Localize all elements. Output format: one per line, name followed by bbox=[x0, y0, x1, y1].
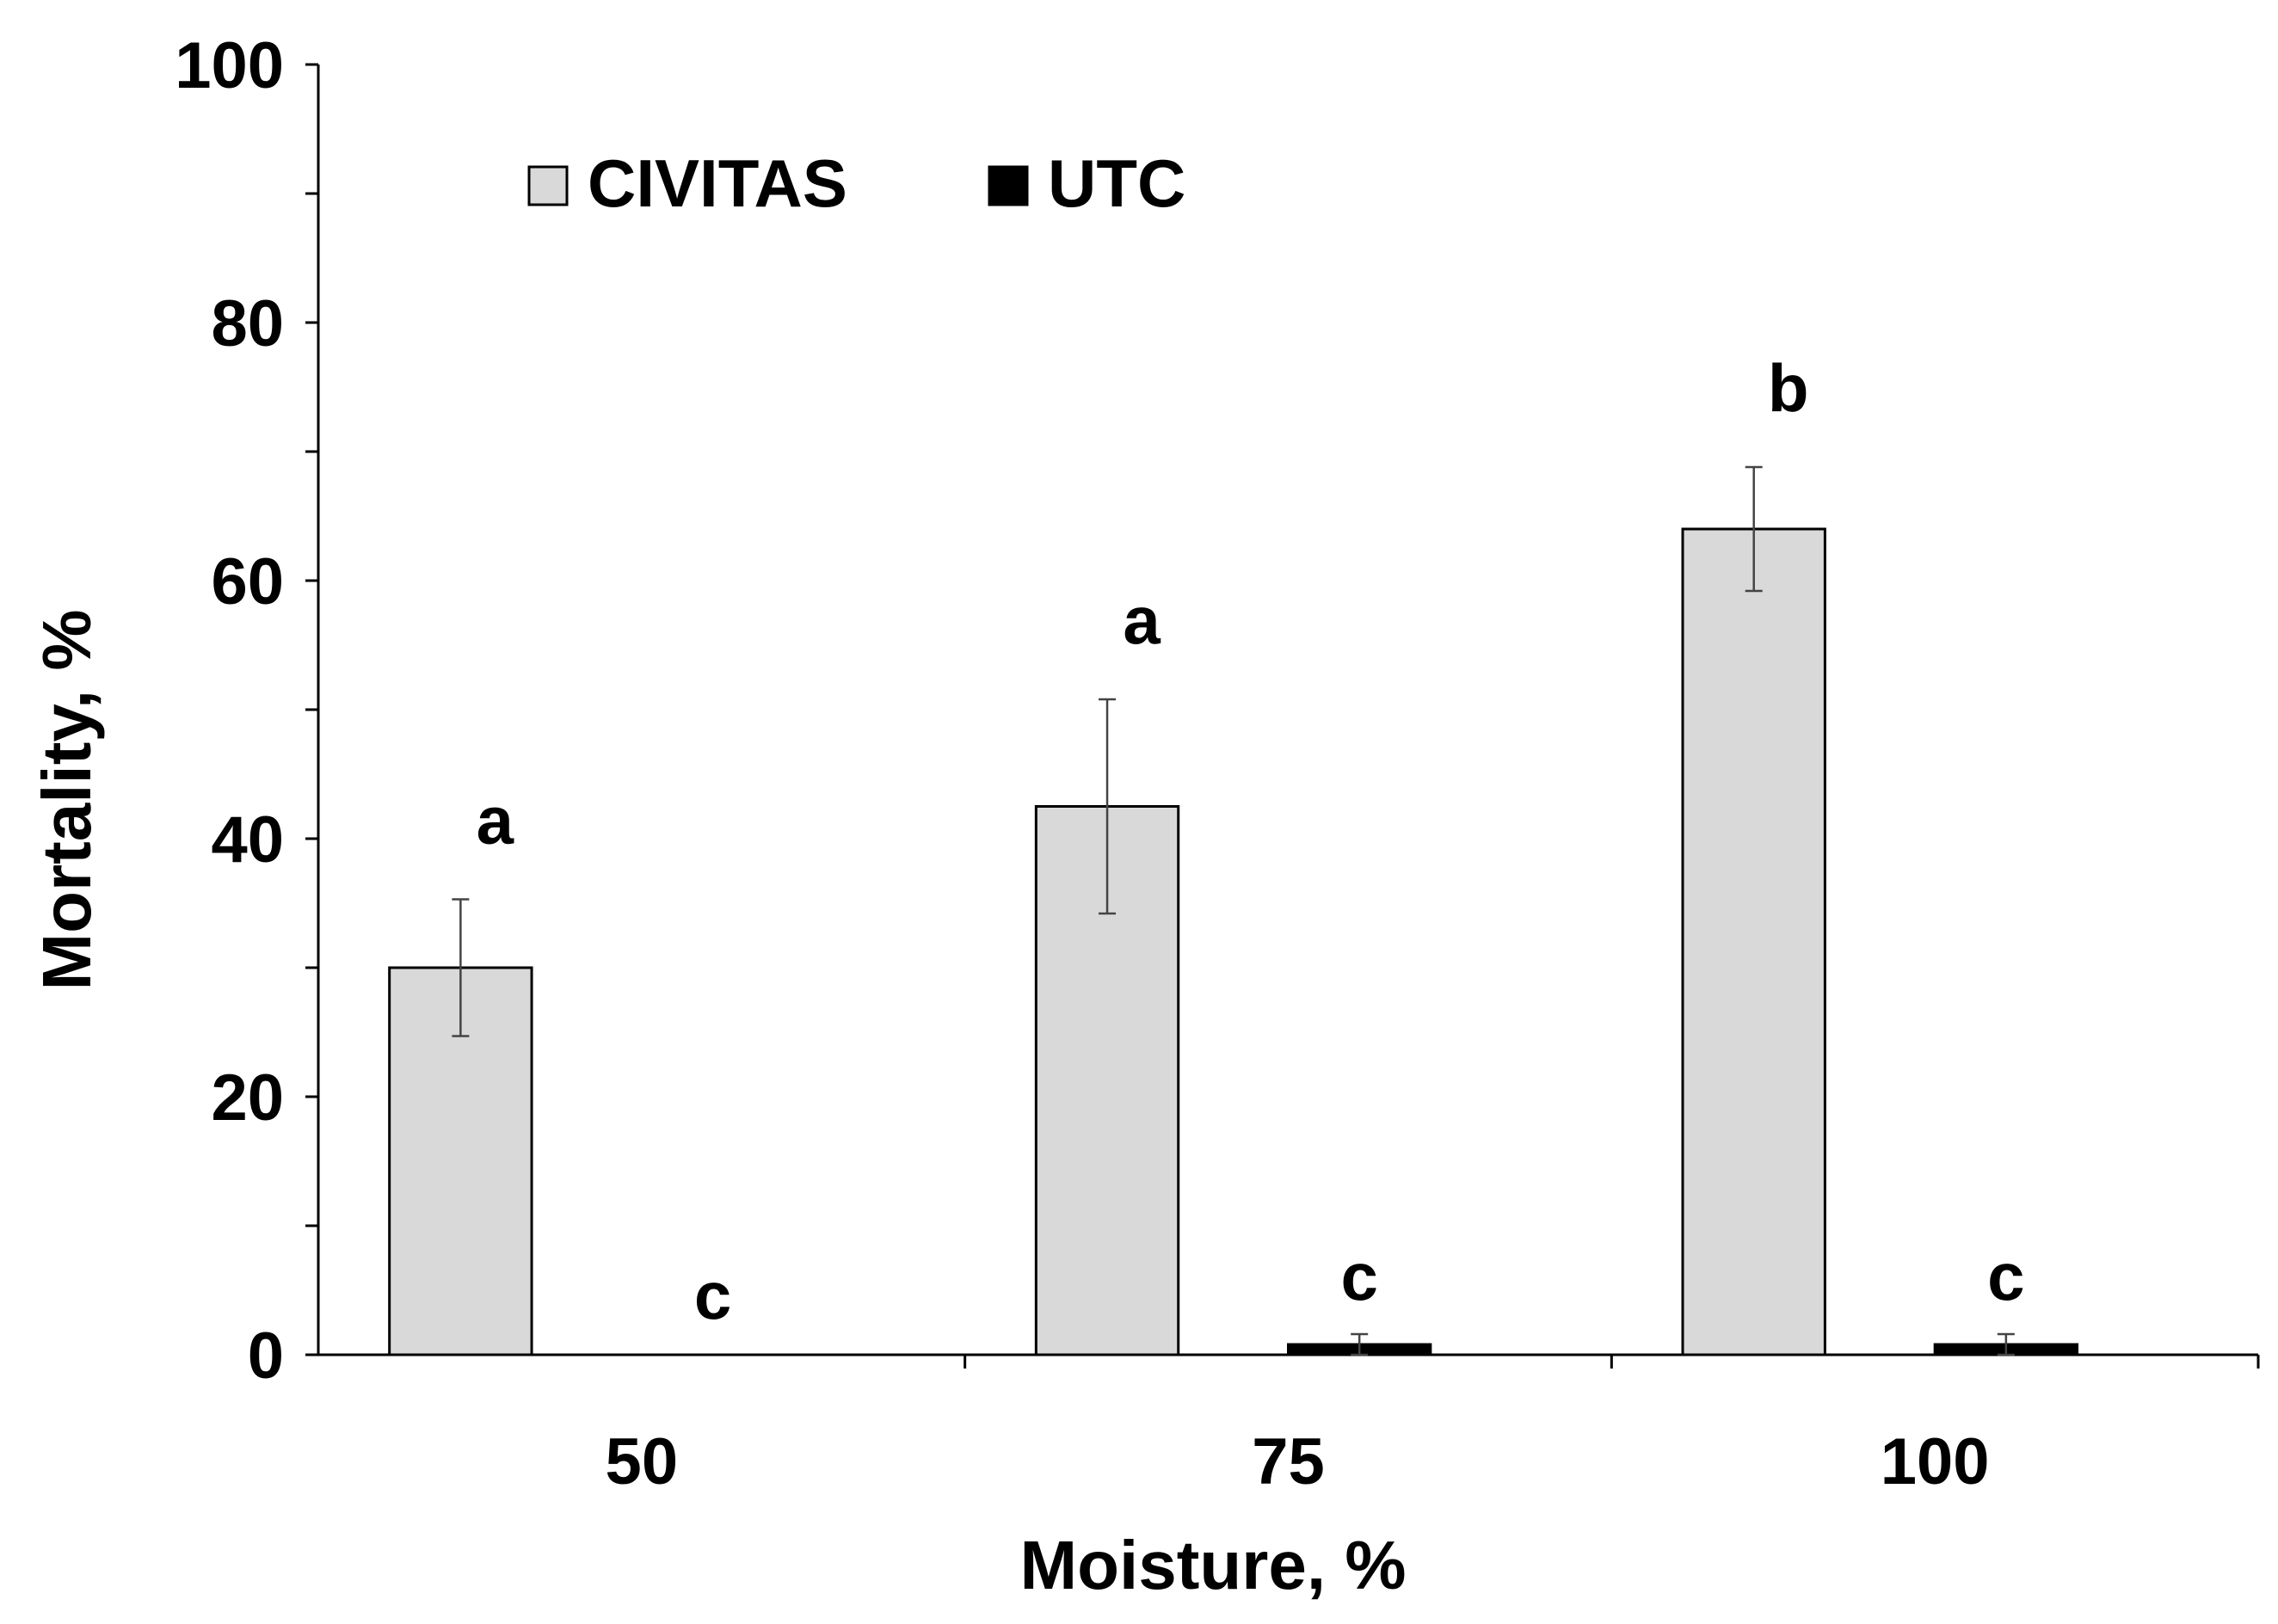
significance-label: b bbox=[1768, 350, 1809, 426]
y-tick-label: 0 bbox=[248, 1320, 284, 1393]
x-tick-label: 100 bbox=[1881, 1425, 1990, 1498]
legend-label: UTC bbox=[1048, 145, 1185, 221]
civitas-bar bbox=[1681, 527, 1826, 1356]
x-axis-title: Moisture, % bbox=[1020, 1527, 1407, 1603]
significance-label: a bbox=[1123, 582, 1161, 658]
axes: 0 20 40 60 80 100 50 75 100 bbox=[175, 29, 2260, 1498]
x-tick-label: 50 bbox=[606, 1425, 679, 1498]
significance-label: c bbox=[1987, 1239, 2024, 1314]
significance-label: c bbox=[1340, 1239, 1377, 1314]
significance-label: c bbox=[694, 1258, 731, 1333]
bars bbox=[388, 465, 2079, 1356]
x-tick-label: 75 bbox=[1252, 1425, 1325, 1498]
labels: a a b c c c bbox=[477, 350, 2025, 1333]
significance-label: a bbox=[477, 783, 514, 858]
civitas-legend-swatch bbox=[527, 165, 569, 206]
y-tick-label: 80 bbox=[211, 287, 284, 360]
y-axis-title: Mortality, % bbox=[28, 609, 105, 990]
y-tick-label: 20 bbox=[211, 1061, 284, 1135]
y-tick-label: 100 bbox=[175, 29, 284, 102]
legend-label: CIVITAS bbox=[588, 145, 847, 221]
utc-legend-swatch bbox=[988, 165, 1029, 206]
y-tick-label: 60 bbox=[211, 545, 284, 618]
legend: CIVITAS UTC bbox=[527, 145, 1185, 221]
y-tick-label: 40 bbox=[211, 803, 284, 877]
